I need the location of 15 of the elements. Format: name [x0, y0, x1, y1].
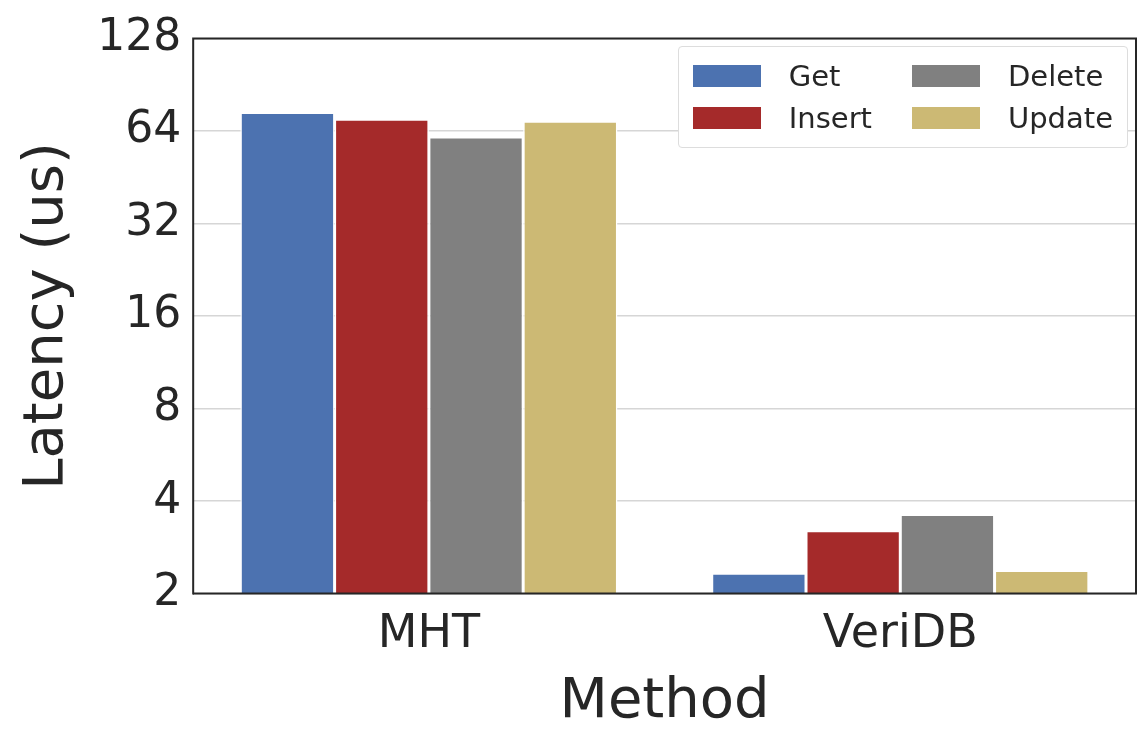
- legend-label: Insert: [788, 101, 872, 136]
- y-tick-label: 8: [153, 378, 182, 430]
- y-tick-label: 2: [153, 564, 182, 616]
- legend-label: Get: [788, 59, 841, 94]
- y-axis-title: Latency (us): [10, 142, 76, 490]
- y-tick-label: 64: [125, 101, 182, 153]
- y-tick-label: 4: [153, 471, 182, 523]
- y-tick-label: 32: [125, 193, 182, 245]
- y-tick-label: 16: [125, 286, 182, 338]
- y-tick-label: 128: [97, 8, 182, 60]
- legend-label: Update: [1007, 101, 1113, 136]
- x-tick-label: MHT: [377, 604, 481, 659]
- x-tick-label: VeriDB: [822, 604, 978, 659]
- x-axis-title: Method: [559, 664, 770, 730]
- legend-label: Delete: [1007, 59, 1104, 94]
